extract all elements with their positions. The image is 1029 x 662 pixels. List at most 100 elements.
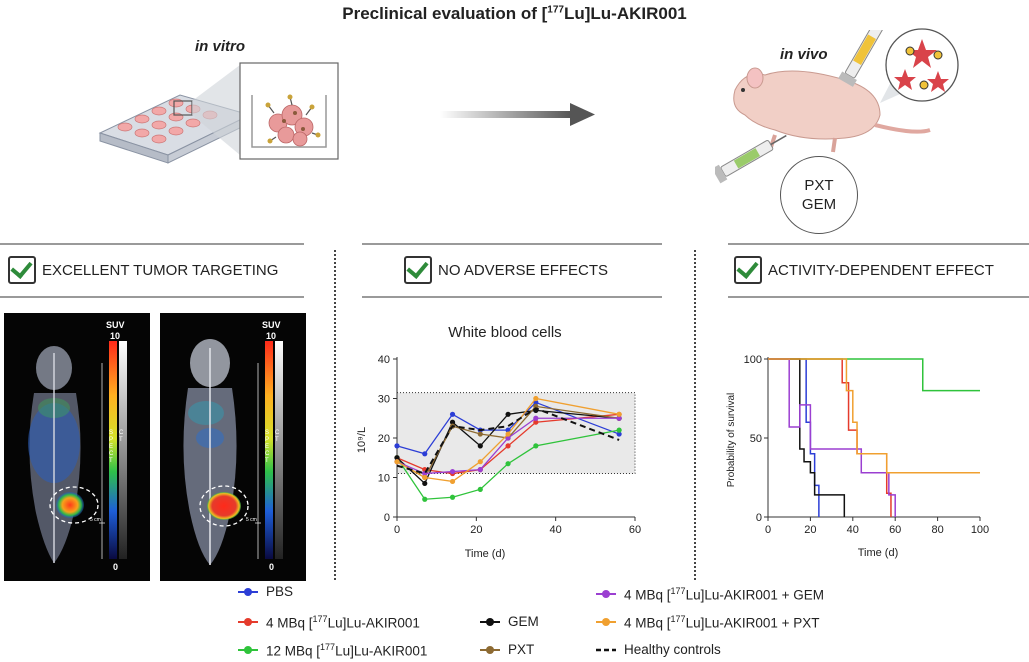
checkmark-icon: [404, 256, 432, 284]
survival-series-step: [768, 358, 980, 474]
wbc-y-tick-label: 30: [378, 394, 390, 406]
pxt-gem-bubble: PXT GEM: [780, 156, 858, 234]
in-vitro-label: in vitro: [195, 38, 246, 55]
survival-x-tick-label: 40: [847, 524, 859, 536]
wbc-data-point: [449, 468, 456, 475]
transition-arrow: [440, 103, 595, 126]
wbc-data-point: [505, 461, 511, 467]
spect-vertical-2: S P E C T: [265, 430, 270, 464]
tumor-radiation-inset: [880, 28, 959, 103]
left-bottom-rule: [0, 296, 304, 298]
mouse-illustration: [715, 30, 931, 184]
wbc-data-point: [477, 431, 483, 437]
survival-y-tick-label: 0: [756, 512, 762, 524]
legend-label-pxt: PXT: [508, 642, 535, 657]
section-activity-effect: ACTIVITY-DEPENDENT EFFECT: [734, 256, 994, 284]
wbc-x-tick-label: 0: [394, 524, 400, 536]
wbc-data-point: [533, 403, 539, 409]
survival-series-step: [768, 358, 896, 517]
wbc-data-point: [449, 478, 456, 485]
middle-top-rule: [362, 243, 662, 245]
wbc-y-tick-label: 0: [384, 512, 390, 524]
wbc-data-point: [533, 419, 539, 425]
wbc-x-tick-label: 20: [470, 524, 482, 536]
scale-max-1: 10: [110, 331, 121, 341]
wbc-y-tick-label: 10: [378, 473, 390, 485]
legend-swatch-pxt: [480, 644, 500, 656]
scale-min-1: 0: [113, 562, 119, 572]
legend-swatch-pbs: [238, 586, 258, 598]
gem-bubble-label: GEM: [801, 196, 837, 213]
survival-x-tick-label: 60: [889, 524, 901, 536]
spect-vertical-1: S P E C T: [109, 430, 114, 464]
wbc-x-tick-label: 60: [629, 524, 641, 536]
survival-ylabel: Probability of survival: [726, 393, 737, 487]
wbc-xlabel: Time (d): [465, 548, 506, 560]
right-divider: [694, 250, 696, 580]
survival-xlabel: Time (d): [858, 547, 899, 559]
wbc-data-point: [477, 459, 483, 465]
left-top-rule: [0, 243, 304, 245]
wbc-x-tick-label: 40: [550, 524, 562, 536]
wbc-data-point: [477, 443, 483, 449]
wbc-data-point: [616, 415, 622, 421]
legend-item-healthy: Healthy controls: [596, 642, 721, 657]
survival-y-tick-label: 50: [750, 433, 762, 445]
survival-series-step: [768, 358, 820, 517]
legend-swatch-lu4-gem: [596, 588, 616, 600]
scalebar-label-1: 5 cm: [90, 517, 101, 523]
wbc-title: White blood cells: [448, 324, 561, 341]
title-suffix: Lu]Lu-AKIR001: [563, 4, 687, 23]
legend-item-lu4-pxt: 4 MBq [177Lu]Lu-AKIR001 + PXT: [596, 614, 820, 631]
survival-series-step: [768, 358, 892, 517]
scalebar-label-2: 5 cm: [246, 517, 257, 523]
survival-x-tick-label: 20: [804, 524, 816, 536]
wbc-data-point: [616, 431, 622, 437]
ct-vertical-2: C T: [275, 430, 280, 443]
wbc-y-tick-label: 20: [378, 433, 390, 445]
wbc-series-line: [396, 407, 620, 475]
spect-ct-image-2: [160, 313, 306, 581]
wbc-data-point: [533, 395, 539, 402]
legend-label-lu12: 12 MBq [177Lu]Lu-AKIR001: [266, 642, 428, 659]
title-prefix: Preclinical evaluation of [: [342, 4, 548, 23]
survival-chart: Time (d) Probability of survival 0 50 100 0…: [726, 354, 989, 559]
survival-y-tick-label: 100: [744, 354, 762, 366]
legend-label-healthy: Healthy controls: [624, 642, 721, 657]
section-tumor-targeting: EXCELLENT TUMOR TARGETING: [8, 256, 278, 284]
scale-max-2: 10: [266, 331, 277, 341]
wbc-data-point: [394, 455, 400, 461]
wbc-data-point: [422, 496, 428, 502]
legend-item-gem: GEM: [480, 614, 539, 629]
legend-label-lu4-gem: 4 MBq [177Lu]Lu-AKIR001 + GEM: [624, 586, 825, 603]
wbc-data-point: [449, 419, 456, 425]
checkmark-icon: [8, 256, 36, 284]
survival-x-tick-label: 80: [931, 524, 943, 536]
legend-swatch-gem: [480, 616, 500, 628]
wbc-data-point: [449, 411, 456, 417]
legend-label-gem: GEM: [508, 614, 539, 629]
right-bottom-rule: [728, 296, 1029, 298]
well-plate-illustration: [98, 62, 339, 164]
wbc-data-point: [394, 443, 400, 449]
section-adverse-effects: NO ADVERSE EFFECTS: [404, 256, 608, 284]
wbc-data-point: [533, 415, 539, 421]
wbc-data-point: [422, 451, 428, 457]
wbc-ylabel: 10⁹/L: [356, 427, 368, 453]
right-top-rule: [728, 243, 1029, 245]
wbc-data-point: [533, 443, 539, 449]
pxt-bubble-label: PXT: [804, 177, 834, 194]
wbc-data-point: [477, 486, 483, 492]
wbc-data-point: [449, 494, 456, 500]
legend-swatch-lu12: [238, 644, 258, 656]
legend-swatch-lu4-pxt: [596, 616, 616, 628]
wbc-data-point: [422, 474, 428, 481]
section-title-middle: NO ADVERSE EFFECTS: [438, 261, 609, 279]
section-title-left: EXCELLENT TUMOR TARGETING: [42, 261, 279, 279]
legend-item-pxt: PXT: [480, 642, 534, 657]
legend-swatch-healthy: [596, 644, 616, 656]
wbc-data-point: [505, 411, 511, 417]
wbc-data-point: [422, 480, 428, 487]
wbc-data-point: [616, 427, 622, 433]
legend-item-lu4-gem: 4 MBq [177Lu]Lu-AKIR001 + GEM: [596, 586, 824, 603]
